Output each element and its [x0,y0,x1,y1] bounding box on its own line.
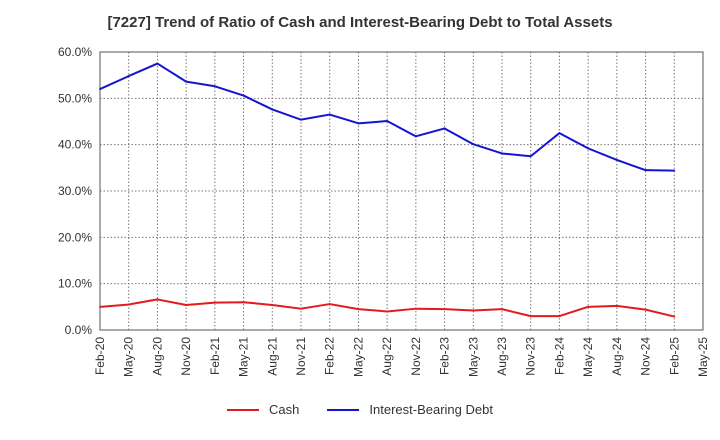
chart-title: [7227] Trend of Ratio of Cash and Intere… [107,14,613,31]
y-tick-label: 60.0% [58,45,92,59]
data-point [99,88,101,90]
x-tick-label: Feb-25 [667,337,681,375]
data-point [443,308,446,311]
data-point [213,301,216,304]
legend-swatch-cash [227,408,260,411]
data-point [357,122,360,125]
data-point [185,304,188,306]
x-tick-label: May-22 [351,337,365,377]
data-point [501,152,503,155]
x-tick-label: Feb-23 [438,337,452,375]
data-point [386,120,389,122]
x-tick-label: Feb-21 [208,337,222,375]
data-point [328,303,331,305]
x-tick-label: Nov-21 [294,337,308,376]
x-tick-label: Nov-24 [639,337,653,376]
data-point [587,305,590,308]
data-point [644,169,647,172]
data-point [529,315,532,317]
x-tick-label: May-23 [466,337,480,377]
legend-label-debt: Interest-Bearing Debt [369,402,493,417]
data-point [501,308,503,311]
data-point [242,301,245,304]
data-point [472,143,475,146]
x-tick-label: Feb-22 [323,337,337,375]
data-point [414,135,417,138]
x-tick-label: Feb-20 [93,337,107,375]
x-tick-label: Aug-24 [610,337,624,376]
y-tick-label: 40.0% [58,138,92,152]
x-tick-label: May-20 [122,337,136,377]
data-point [644,308,647,311]
data-point [242,94,245,97]
plot-frame [99,51,704,331]
data-point [357,308,360,311]
y-tick-label: 20.0% [58,230,92,244]
data-point [300,307,302,310]
legend-item-debt: Interest-Bearing Debt [327,402,493,417]
data-point [673,315,676,318]
x-tick-labels: Feb-20 May-20 Aug-20 Nov-20 Feb-21 May-21 Aug-… [93,337,710,377]
data-point [271,304,274,306]
data-point [558,132,561,134]
legend-label-cash: Cash [269,402,300,417]
data-point [673,169,676,172]
data-point [328,113,331,116]
data-point [558,315,561,317]
data-point [127,75,130,77]
x-tick-label: Nov-22 [409,337,423,376]
axes [99,51,704,331]
data-point [300,118,302,121]
data-point [271,108,274,111]
series-lines [99,62,676,318]
legend-item-cash: Cash [227,402,299,417]
y-tick-label: 0.0% [65,323,93,337]
x-tick-label: Feb-24 [552,337,566,375]
x-tick-label: May-21 [237,337,251,377]
legend: Cash Interest-Bearing Debt [0,402,720,417]
x-tick-label: May-25 [696,337,710,377]
x-tick-label: Aug-21 [265,337,279,376]
x-tick-label: Aug-22 [380,337,394,376]
data-point [127,303,130,306]
data-point [472,309,475,312]
grid [100,51,703,330]
x-tick-label: Aug-20 [150,337,164,376]
legend-swatch-debt [327,408,360,411]
data-point [99,305,101,308]
data-point [443,127,446,130]
y-tick-label: 50.0% [58,91,92,105]
y-tick-labels: 0.0% 10.0% 20.0% 30.0% 40.0% 50.0% 60.0% [58,45,92,337]
data-point [529,155,532,158]
data-point [414,307,417,310]
x-tick-label: Nov-23 [524,337,538,376]
x-tick-label: Aug-23 [495,337,509,376]
data-point [615,305,618,307]
data-point [386,310,389,313]
data-point [587,147,590,150]
x-tick-label: Nov-20 [179,337,193,376]
y-tick-label: 30.0% [58,184,92,198]
data-point [156,298,159,301]
data-point [213,85,216,88]
x-tick-label: May-24 [581,337,595,377]
y-tick-label: 10.0% [58,277,92,291]
data-point [156,62,159,65]
data-point [615,159,618,161]
data-point [185,80,188,83]
